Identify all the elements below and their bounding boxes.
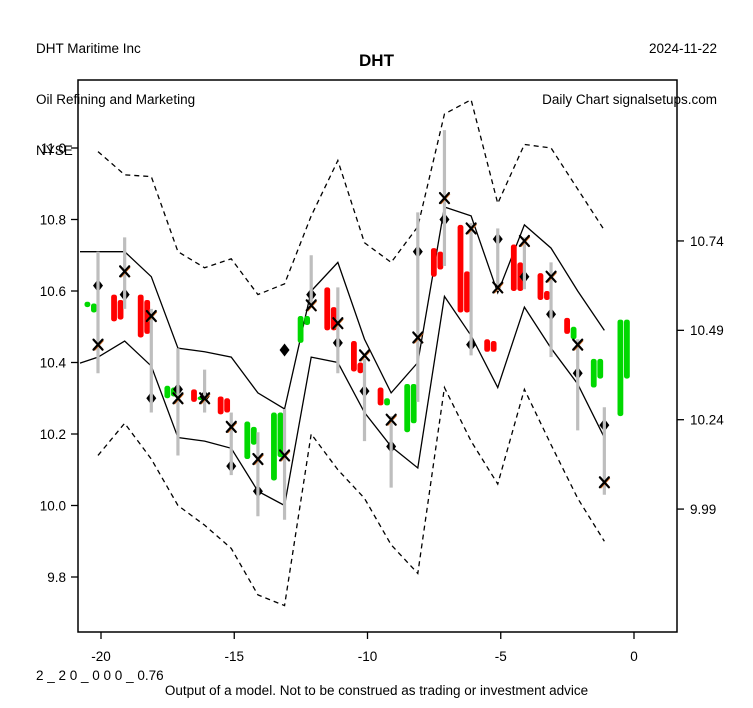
- candle-body-down: [117, 299, 124, 320]
- company-name: DHT Maritime Inc: [36, 41, 141, 56]
- bottom-axis-tick-label: -20: [91, 649, 111, 664]
- candle-body-down: [324, 287, 331, 331]
- candle-body-down: [377, 387, 384, 406]
- x-marker: [145, 309, 157, 323]
- right-axis-tick-label: 9.99: [690, 502, 716, 517]
- candle-body-up: [164, 385, 171, 399]
- x-marker: [358, 349, 371, 362]
- left-axis-tick-label: 10.8: [40, 212, 66, 227]
- candle-body-up: [410, 383, 417, 424]
- candle-body-down: [484, 339, 491, 352]
- industry-name: Oil Refining and Marketing: [36, 92, 196, 107]
- x-marker: [199, 392, 211, 405]
- candle-body-down: [457, 224, 464, 313]
- x-marker: [412, 331, 424, 344]
- candle-body-up: [277, 412, 284, 458]
- right-axis-tick-label: 10.49: [690, 323, 724, 338]
- x-marker: [332, 317, 344, 330]
- candle-body-down: [544, 291, 550, 300]
- candle-body-down: [137, 294, 144, 338]
- chart-date: 2024-11-22: [648, 41, 717, 56]
- candle-body-down: [191, 389, 197, 402]
- candle-body-up: [84, 301, 91, 308]
- candle-body-up: [597, 358, 604, 379]
- chart-title: DHT: [359, 51, 394, 70]
- x-marker: [278, 449, 291, 462]
- x-marker: [119, 265, 131, 278]
- x-marker: [438, 191, 451, 205]
- candle-body-down: [357, 362, 364, 374]
- candle-body-down: [464, 271, 470, 313]
- candle-body-down: [537, 273, 544, 300]
- plot-border: [77, 79, 678, 633]
- left-axis-tick-label: 10.6: [40, 284, 66, 299]
- left-axis-tick-label: 10.4: [40, 355, 67, 370]
- candle-body-up: [304, 316, 310, 325]
- candle-body-up: [297, 316, 304, 343]
- bottom-axis-tick-label: -10: [358, 649, 378, 664]
- x-marker: [172, 392, 184, 405]
- candle-body-up: [404, 383, 411, 433]
- candle-body-down: [430, 248, 437, 277]
- candle-body-down: [351, 341, 357, 372]
- x-marker: [225, 420, 237, 433]
- x-marker: [492, 281, 504, 294]
- x-marker: [92, 338, 104, 351]
- disclaimer-text: Output of a model. Not to be construed a…: [164, 683, 589, 698]
- candle-body-up: [617, 319, 624, 417]
- model-code: 2 _ 2 0 _ 0 0 0 _ 0.76: [36, 668, 164, 683]
- x-marker: [598, 476, 610, 489]
- left-axis-tick-label: 10.2: [40, 427, 66, 442]
- left-axis-tick-label: 9.8: [47, 570, 66, 585]
- bottom-axis-tick-label: -5: [495, 649, 507, 664]
- candle-body-down: [564, 317, 570, 334]
- x-marker: [465, 222, 477, 235]
- x-marker: [545, 270, 557, 283]
- right-axis-tick-label: 10.74: [690, 234, 724, 249]
- candle-body-down: [111, 294, 117, 322]
- candle-body-down: [224, 398, 231, 413]
- chart-source: Daily Chart signalsetups.com: [542, 92, 717, 107]
- candle-body-down: [437, 251, 444, 270]
- x-marker: [572, 338, 584, 351]
- candle-body-up: [91, 303, 97, 313]
- candle-body-down: [217, 396, 224, 415]
- candle-body-down: [510, 244, 517, 291]
- candle-body-up: [271, 412, 277, 481]
- exchange-name: NYSE: [36, 143, 73, 158]
- header-left-block: DHT Maritime Inc Oil Refining and Market…: [36, 6, 195, 176]
- candle-body-down: [490, 341, 497, 352]
- bottom-axis-tick-label: 0: [630, 649, 638, 664]
- upper-outer-band: [97, 98, 605, 296]
- candle-body-up: [624, 319, 630, 379]
- candle-body-up: [384, 398, 390, 406]
- header-right-block: 2024-11-22 Daily Chart signalsetups.com: [542, 6, 717, 125]
- x-marker: [305, 299, 317, 312]
- x-marker: [385, 413, 397, 426]
- right-axis-tick-label: 10.24: [690, 413, 724, 428]
- candle-body-up: [590, 358, 597, 388]
- left-axis-tick-label: 11.0: [41, 141, 66, 156]
- x-marker: [252, 452, 264, 466]
- left-axis-tick-label: 10.0: [40, 498, 66, 513]
- diamond-marker: [279, 343, 290, 357]
- candle-body-down: [144, 299, 151, 334]
- candle-body-up: [250, 426, 257, 445]
- candle-body-up: [570, 326, 577, 340]
- lower-outer-band: [97, 385, 605, 607]
- x-marker: [518, 234, 530, 248]
- candle-body-up: [244, 421, 251, 460]
- bottom-axis-tick-label: -15: [224, 649, 244, 664]
